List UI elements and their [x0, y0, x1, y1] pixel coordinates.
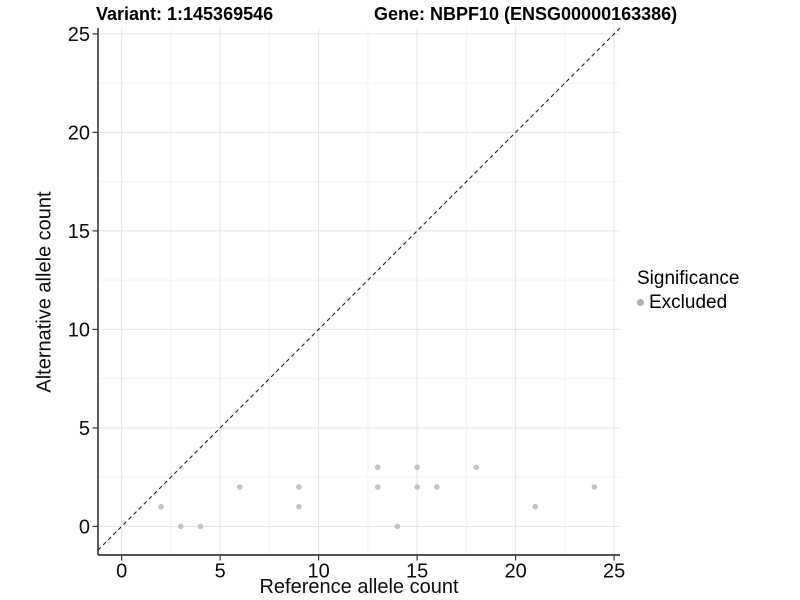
legend: Significance Excluded [637, 267, 739, 315]
legend-item-excluded: Excluded [637, 291, 739, 315]
variant-title: Variant: 1:145369546 [96, 4, 274, 24]
legend-item-label: Excluded [649, 291, 728, 313]
data-point [414, 464, 420, 471]
data-point [158, 503, 164, 510]
data-point [532, 503, 539, 510]
x-tick-label: 10 [307, 561, 329, 583]
x-tick-label: 0 [116, 561, 127, 583]
identity-dashed-line [97, 27, 621, 551]
x-axis-title: Reference allele count [259, 576, 459, 598]
y-tick-label: 10 [68, 319, 90, 341]
y-axis-title: Alternative allele count [33, 191, 56, 393]
data-point [197, 523, 204, 530]
gene-title: Gene: NBPF10 (ENSG00000163386) [374, 4, 678, 24]
x-tick-label: 15 [406, 561, 428, 583]
data-point [374, 464, 381, 471]
y-tick-label: 5 [79, 418, 90, 440]
data-point [177, 523, 184, 530]
legend-point-icon [637, 299, 644, 307]
y-tick-label: 25 [68, 24, 90, 46]
data-point [237, 484, 243, 490]
data-point [591, 484, 598, 490]
data-point [473, 464, 480, 471]
y-tick-label: 0 [79, 516, 90, 538]
legend-title: Significance [637, 268, 740, 289]
data-point [296, 484, 302, 490]
y-tick-label: 20 [68, 122, 90, 144]
x-tick-label: 25 [603, 561, 625, 583]
data-point [434, 484, 440, 490]
x-tick-label: 5 [215, 561, 226, 583]
x-tick-label: 20 [504, 561, 526, 583]
data-point [296, 503, 302, 510]
y-tick-label: 15 [68, 221, 90, 243]
data-point [414, 484, 420, 490]
data-point [394, 523, 401, 530]
data-point [374, 484, 381, 490]
